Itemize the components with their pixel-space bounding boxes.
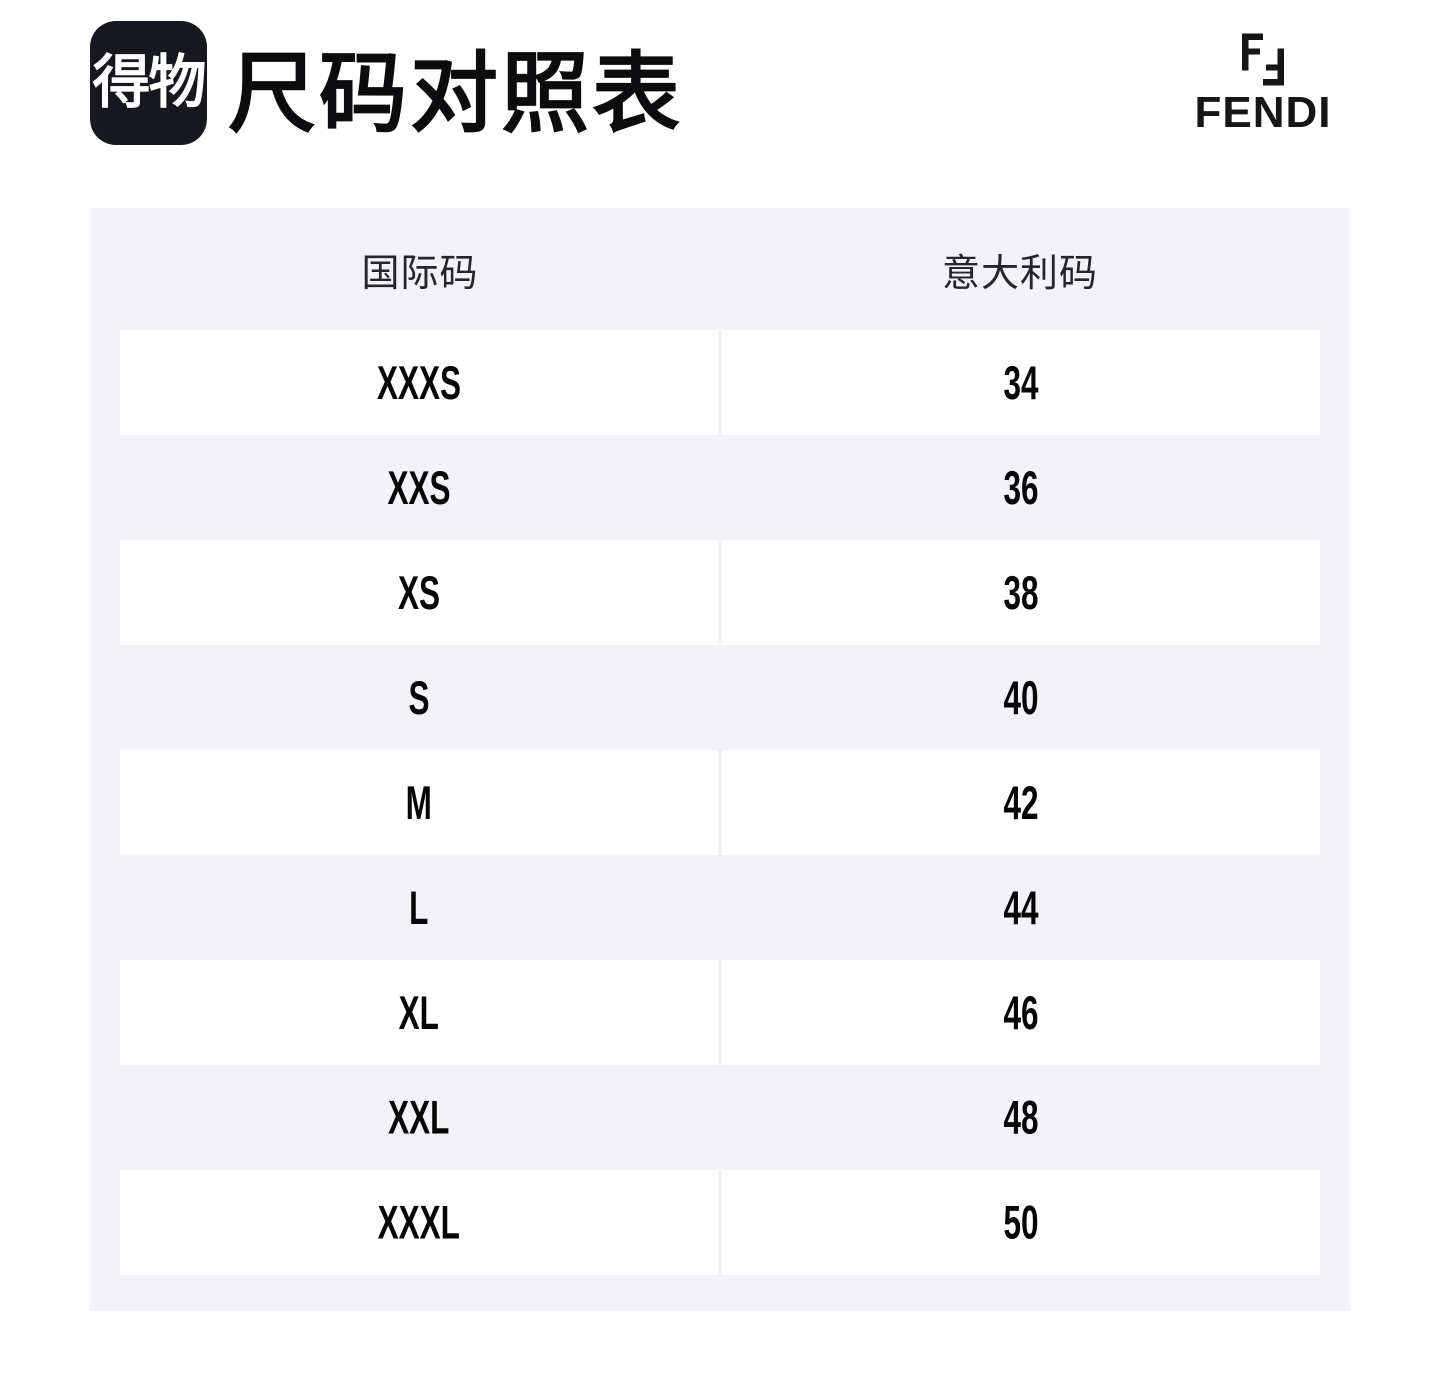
- dewu-app-logo: 得物: [90, 21, 207, 145]
- intl-size-cell: XXS: [120, 435, 718, 540]
- size-value: 42: [1003, 775, 1039, 829]
- size-value: 36: [1003, 460, 1039, 514]
- italy-size-cell: 42: [722, 750, 1320, 855]
- italy-size-cell: 40: [722, 645, 1320, 750]
- column-header-international: 国际码: [361, 252, 479, 295]
- size-value: XXL: [388, 1090, 450, 1144]
- intl-size-cell: M: [120, 750, 718, 855]
- size-table-header-row: 国际码 意大利码: [120, 208, 1320, 330]
- size-value: S: [408, 670, 430, 724]
- table-row: S 40: [120, 645, 1320, 750]
- size-value: M: [405, 775, 433, 829]
- intl-size-cell: XXXL: [120, 1170, 718, 1275]
- intl-size-cell: XS: [120, 540, 718, 645]
- italy-size-cell: 46: [722, 960, 1320, 1065]
- table-row: XS 38: [120, 540, 1320, 645]
- column-header-italy: 意大利码: [941, 252, 1098, 295]
- table-row: XXXL 50: [120, 1170, 1320, 1275]
- fendi-double-f-monogram-icon: [1242, 33, 1284, 86]
- size-value: XXS: [387, 460, 451, 514]
- intl-size-cell: XXL: [120, 1065, 718, 1170]
- size-value: L: [409, 880, 429, 934]
- size-value: 46: [1003, 985, 1039, 1039]
- italy-size-cell: 34: [722, 330, 1320, 435]
- table-row: M 42: [120, 750, 1320, 855]
- italy-size-cell: 36: [722, 435, 1320, 540]
- table-row: XXL 48: [120, 1065, 1320, 1170]
- table-row: XXXS 34: [120, 330, 1320, 435]
- italy-size-cell: 48: [722, 1065, 1320, 1170]
- brand-name: FENDI: [1194, 88, 1332, 137]
- brand-logo-block: FENDI: [1178, 33, 1348, 135]
- size-table-rows: XXXS 34 XXS 36 XS 38 S 40 M 42 L 44 XL 46 XXL 48 XXXL 50: [120, 330, 1320, 1275]
- dewu-logo-text: 得物: [92, 50, 206, 115]
- size-value: XL: [398, 985, 440, 1039]
- intl-size-cell: XL: [120, 960, 718, 1065]
- intl-size-cell: L: [120, 855, 718, 960]
- page-title: 尺码对照表: [228, 44, 684, 143]
- intl-size-cell: S: [120, 645, 718, 750]
- table-row: L 44: [120, 855, 1320, 960]
- table-row: XL 46: [120, 960, 1320, 1065]
- size-value: XXXL: [377, 1195, 461, 1249]
- size-value: XS: [397, 565, 441, 619]
- size-value: 38: [1003, 565, 1039, 619]
- size-value: 48: [1003, 1090, 1039, 1144]
- table-row: XXS 36: [120, 435, 1320, 540]
- size-value: 40: [1003, 670, 1039, 724]
- size-value: 44: [1003, 880, 1039, 934]
- italy-size-cell: 44: [722, 855, 1320, 960]
- size-value: 34: [1003, 355, 1039, 409]
- size-value: 50: [1003, 1195, 1039, 1249]
- italy-size-cell: 50: [722, 1170, 1320, 1275]
- italy-size-cell: 38: [722, 540, 1320, 645]
- size-value: XXXS: [376, 355, 462, 409]
- intl-size-cell: XXXS: [120, 330, 718, 435]
- size-table-panel: 国际码 意大利码 XXXS 34 XXS 36 XS 38 S 40 M 42 L 44 XL 46 XXL…: [90, 208, 1350, 1311]
